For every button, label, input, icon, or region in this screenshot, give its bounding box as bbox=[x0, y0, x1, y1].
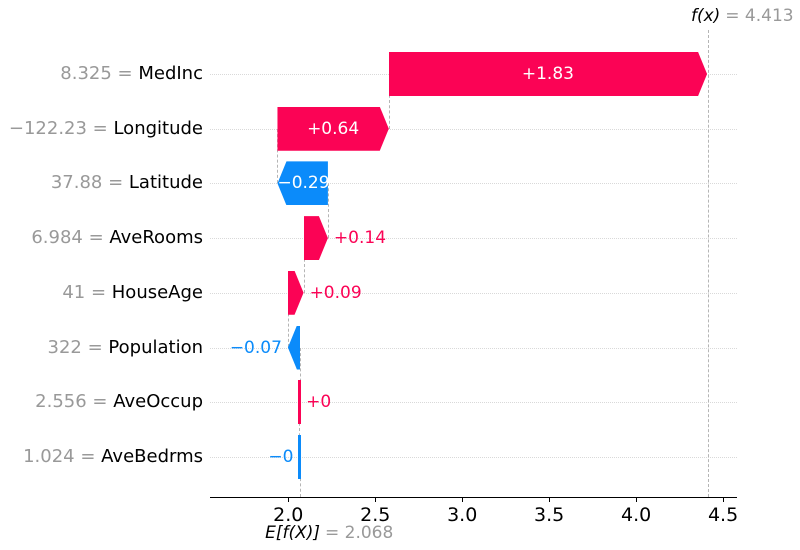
fx-symbol: f(x) bbox=[690, 6, 721, 26]
feature-label: 322 = Population bbox=[0, 326, 203, 370]
x-axis-tick bbox=[549, 498, 551, 503]
bar-value-label: −0 bbox=[268, 446, 294, 467]
bar-longitude bbox=[277, 107, 388, 151]
x-axis-tick bbox=[288, 498, 290, 503]
feature-data-value: 37.88 = bbox=[50, 172, 129, 194]
row-gridline bbox=[210, 238, 737, 240]
feature-label: 41 = HouseAge bbox=[0, 271, 203, 315]
x-axis-tick bbox=[636, 498, 638, 503]
bar-value-label: −0.07 bbox=[229, 337, 282, 358]
feature-label: 6.984 = AveRooms bbox=[0, 216, 203, 260]
bar-connector-dashed-line bbox=[287, 292, 289, 348]
x-axis-tick-label: 4.5 bbox=[707, 504, 739, 526]
x-axis-tick-label: 3.0 bbox=[447, 504, 478, 526]
row-gridline bbox=[210, 402, 737, 404]
x-axis-line bbox=[210, 497, 737, 498]
row-gridline bbox=[210, 183, 737, 185]
bar-connector-dashed-line bbox=[299, 402, 301, 457]
feature-label: 1.024 = AveBedrms bbox=[0, 435, 203, 479]
row-gridline bbox=[210, 456, 737, 458]
feature-label: 37.88 = Latitude bbox=[0, 161, 203, 205]
bar-connector-dashed-line bbox=[388, 74, 390, 129]
fx-dashed-line bbox=[707, 30, 709, 497]
feature-data-value: 41 = bbox=[62, 281, 112, 303]
bar-value-label: +0 bbox=[306, 392, 332, 413]
feature-data-value: 322 = bbox=[47, 336, 109, 358]
feature-label: 2.556 = AveOccup bbox=[0, 380, 203, 424]
feature-name: MedInc bbox=[138, 63, 203, 84]
bar-aveoccup bbox=[298, 380, 301, 425]
feature-name: Population bbox=[108, 336, 203, 358]
row-gridline bbox=[210, 292, 737, 294]
bar-value-label: +1.83 bbox=[521, 64, 574, 84]
x-axis-tick-label: 2.0 bbox=[273, 504, 304, 526]
expected-value-text: = 2.068 bbox=[325, 523, 394, 543]
feature-name: AveOccup bbox=[113, 391, 203, 413]
bar-population bbox=[287, 325, 301, 370]
bar-averooms bbox=[304, 216, 328, 260]
feature-data-value: 6.984 = bbox=[31, 227, 110, 249]
fx-annotation: f(x) = 4.413 bbox=[691, 6, 794, 26]
bar-value-label: +0.64 bbox=[307, 118, 360, 139]
feature-data-value: 2.556 = bbox=[35, 391, 114, 413]
feature-label: −122.23 = Longitude bbox=[0, 107, 203, 151]
x-axis-tick-label: 2.5 bbox=[360, 504, 391, 526]
bar-connector-dashed-line bbox=[327, 183, 329, 239]
feature-name: HouseAge bbox=[111, 281, 203, 303]
feature-name: Longitude bbox=[113, 117, 203, 139]
bar-connector-dashed-line bbox=[303, 238, 305, 293]
bar-houseage bbox=[288, 271, 304, 315]
expected-value-annotation: E[f(X)] = 2.068 bbox=[265, 523, 393, 543]
feature-data-value: 1.024 = bbox=[23, 445, 102, 467]
bar-connector-dashed-line bbox=[300, 347, 302, 403]
bar-connector-dashed-line bbox=[277, 128, 279, 184]
x-axis-tick-label: 4.0 bbox=[621, 504, 652, 526]
bar-medinc bbox=[389, 52, 707, 96]
fx-value: = 4.413 bbox=[725, 6, 794, 26]
feature-name: AveBedrms bbox=[101, 445, 203, 467]
feature-data-value: 8.325 = bbox=[60, 63, 139, 84]
bar-avebedrms bbox=[298, 434, 301, 479]
x-axis-tick bbox=[723, 498, 725, 503]
bar-value-label: −0.29 bbox=[277, 173, 330, 194]
feature-data-value: −122.23 = bbox=[8, 117, 114, 139]
row-gridline bbox=[210, 128, 737, 130]
feature-label: 8.325 = MedInc bbox=[0, 52, 203, 96]
feature-name: AveRooms bbox=[109, 227, 203, 249]
x-axis-tick-label: 3.5 bbox=[534, 504, 565, 526]
bar-value-label: +0.09 bbox=[309, 282, 362, 303]
row-gridline bbox=[210, 347, 737, 349]
x-axis-tick bbox=[462, 498, 464, 503]
bar-latitude bbox=[277, 161, 328, 206]
expected-value-symbol: E[f(X)] bbox=[265, 523, 320, 543]
feature-name: Latitude bbox=[128, 172, 203, 194]
x-axis-tick bbox=[375, 498, 377, 503]
bar-value-label: +0.14 bbox=[333, 228, 387, 249]
